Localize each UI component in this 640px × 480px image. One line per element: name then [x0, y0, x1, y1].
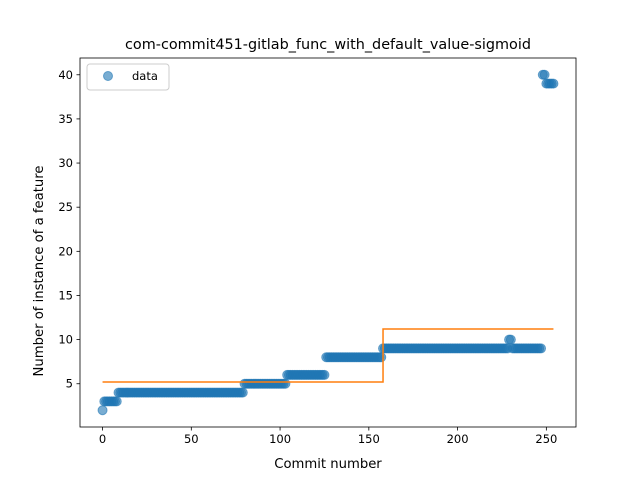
data-point: [111, 396, 122, 407]
data-point: [505, 334, 516, 345]
axes-frame: [79, 57, 577, 428]
y-tick-label: 30: [58, 156, 73, 170]
data-point: [376, 352, 387, 363]
y-tick-label: 20: [58, 244, 73, 258]
y-axis-label: Number of instance of a feature: [32, 166, 47, 377]
y-tick-label: 15: [58, 288, 73, 302]
data-point: [319, 369, 330, 380]
x-tick-label: 0: [99, 432, 106, 446]
legend: data: [86, 63, 170, 91]
x-tick-label: 250: [535, 432, 557, 446]
y-tick-label: 40: [58, 68, 73, 82]
data-point: [548, 78, 559, 89]
chart-title: com-commit451-gitlab_func_with_default_v…: [125, 37, 531, 53]
y-tick-label: 35: [58, 112, 73, 126]
x-tick-label: 150: [358, 432, 380, 446]
x-tick-label: 50: [184, 432, 199, 446]
data-point: [97, 405, 108, 416]
data-point: [539, 69, 550, 80]
x-tick-label: 200: [447, 432, 469, 446]
data-point: [237, 387, 248, 398]
data-point: [280, 378, 291, 389]
data-point: [536, 343, 547, 354]
legend-label-data: data: [132, 69, 158, 83]
fit-line: [102, 328, 554, 383]
x-tick-label: 100: [269, 432, 291, 446]
legend-box: [86, 63, 170, 91]
y-tick-label: 10: [58, 333, 73, 347]
legend-marker-data: [103, 71, 113, 81]
y-tick-label: 5: [66, 377, 73, 391]
plot-area: [97, 69, 559, 416]
axes: 0 50 100 150 200 250 5 10 15 20 25 30 35 40: [58, 57, 577, 446]
x-axis-label: Commit number: [274, 457, 382, 472]
y-tick-label: 25: [58, 200, 73, 214]
